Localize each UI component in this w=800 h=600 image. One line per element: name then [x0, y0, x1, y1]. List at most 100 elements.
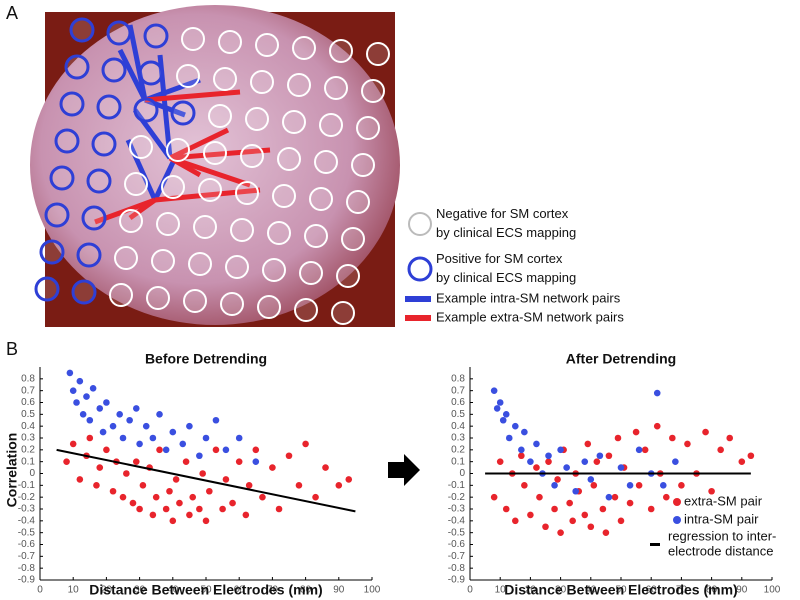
y-tick-label: 0.3	[451, 433, 465, 444]
legend-symbol	[673, 516, 681, 524]
data-point	[702, 428, 709, 436]
electrode	[151, 249, 175, 273]
x-axis-label: Distance Between Electrodes (mm)	[504, 582, 737, 598]
data-point	[275, 505, 283, 513]
data-point	[512, 422, 519, 430]
electrode	[299, 261, 323, 285]
electrode	[356, 116, 380, 140]
data-point	[156, 411, 163, 418]
data-point	[563, 464, 570, 471]
electrode	[133, 97, 159, 123]
electrode	[218, 30, 242, 54]
data-point	[93, 482, 100, 489]
data-point	[678, 482, 685, 489]
data-point	[708, 487, 715, 495]
data-point	[96, 405, 104, 412]
data-point	[86, 416, 94, 424]
x-tick-label: 40	[585, 585, 597, 596]
data-point	[119, 434, 127, 442]
data-point	[617, 464, 625, 471]
data-point	[566, 499, 573, 507]
data-point	[69, 387, 77, 394]
data-point	[89, 385, 97, 392]
electrode	[213, 67, 237, 91]
electrode	[76, 242, 102, 268]
x-tick-label: 40	[167, 585, 179, 596]
y-tick-label: -0.9	[448, 575, 466, 586]
data-point	[605, 452, 613, 460]
data-point	[596, 452, 604, 460]
data-point	[626, 482, 634, 489]
electrode	[138, 60, 164, 86]
data-point	[103, 446, 110, 454]
legend-text: Example intra-SM network pairs	[436, 290, 621, 305]
data-point	[83, 393, 90, 400]
data-point	[179, 440, 187, 448]
data-point	[496, 399, 504, 406]
intra-pair-line	[144, 77, 201, 103]
electrode	[193, 215, 217, 239]
electrode	[143, 23, 169, 49]
data-point	[76, 377, 84, 385]
electrode	[220, 292, 244, 316]
data-point	[119, 493, 127, 501]
data-point	[166, 487, 173, 495]
data-point	[182, 458, 190, 465]
extra-pair-line	[144, 89, 241, 103]
x-tick-label: 50	[615, 585, 627, 596]
data-point	[521, 428, 528, 436]
regression-line	[56, 448, 356, 513]
data-point	[605, 493, 613, 501]
legend-text: intra-SM pair	[684, 511, 759, 526]
data-point	[717, 446, 724, 454]
data-point	[103, 399, 110, 406]
data-point	[109, 422, 117, 430]
data-point	[295, 482, 303, 489]
data-point	[536, 493, 543, 501]
legend-text: by clinical ECS mapping	[436, 225, 576, 240]
panel-label: B	[6, 339, 18, 359]
electrode	[181, 27, 205, 51]
intra-pair-line	[125, 138, 158, 202]
y-tick-label: 0.7	[21, 385, 35, 396]
x-tick-label: 0	[37, 585, 43, 596]
data-point	[219, 505, 226, 513]
data-point	[551, 505, 558, 513]
data-point	[242, 511, 250, 519]
data-point	[557, 446, 564, 454]
data-point	[518, 452, 525, 460]
data-point	[527, 511, 534, 519]
electrode	[225, 255, 249, 279]
electrode	[309, 187, 333, 211]
x-tick-label: 90	[736, 585, 748, 596]
y-tick-label: -0.3	[18, 504, 36, 515]
data-point	[252, 458, 260, 465]
data-point	[647, 505, 655, 513]
data-point	[162, 505, 170, 513]
data-point	[99, 428, 107, 436]
data-point	[176, 499, 183, 507]
electrode	[156, 212, 180, 236]
data-point	[626, 499, 634, 507]
data-point	[322, 464, 329, 471]
y-tick-label: 0.7	[451, 385, 465, 396]
electrode	[287, 73, 311, 97]
data-point	[587, 523, 595, 531]
y-tick-label: -0.2	[18, 492, 36, 503]
data-point	[235, 458, 243, 465]
data-point	[73, 399, 80, 406]
electrode	[109, 283, 133, 307]
electrode	[129, 135, 153, 159]
data-point	[162, 446, 170, 454]
data-point	[206, 487, 213, 495]
data-point	[156, 446, 163, 454]
data-point	[493, 405, 501, 412]
y-tick-label: -0.6	[448, 539, 466, 550]
y-tick-label: -0.3	[448, 504, 466, 515]
y-axis-label: Correlation	[4, 433, 20, 508]
data-point	[502, 505, 510, 513]
data-point	[235, 434, 243, 442]
legend-text: Positive for SM cortex	[436, 251, 563, 266]
y-tick-label: 0.4	[451, 421, 465, 432]
electrode	[262, 258, 286, 282]
